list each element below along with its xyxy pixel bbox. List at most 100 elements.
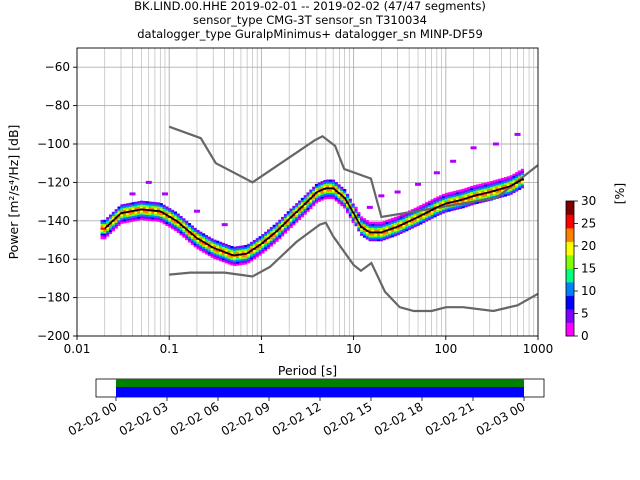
density-cell: [393, 218, 398, 221]
density-cell: [283, 215, 288, 219]
density-cell: [408, 212, 412, 215]
timeline-tick-label: 02-02 12: [270, 399, 324, 438]
density-cell: [312, 190, 316, 193]
density-cell: [252, 239, 257, 243]
x-tick-label: 1000: [523, 342, 554, 356]
density-cell: [117, 223, 121, 226]
density-cell: [492, 184, 496, 187]
density-cell: [207, 253, 211, 257]
density-cell: [362, 233, 367, 236]
density-cell: [100, 227, 104, 230]
density-cell: [159, 220, 163, 223]
density-cell: [314, 195, 319, 198]
density-cell: [176, 215, 180, 218]
density-cell: [300, 215, 304, 218]
x-tick-label: 1: [258, 342, 266, 356]
density-cell: [286, 220, 290, 224]
timeline-tick-label: 02-02 09: [219, 399, 273, 438]
density-cell: [382, 226, 386, 229]
density-cell: [140, 217, 144, 221]
density-cell: [351, 220, 355, 224]
density-cell: [281, 220, 285, 223]
density-cell: [111, 227, 115, 230]
density-cell: [467, 190, 471, 193]
density-cell: [159, 208, 163, 212]
density-cell: [235, 251, 240, 255]
density-cell: [382, 222, 386, 225]
density-cell: [103, 229, 107, 232]
density-cell: [199, 245, 203, 248]
density-cell: [498, 195, 502, 199]
colorbar-segment: [566, 225, 574, 229]
density-cell: [512, 173, 516, 176]
density-cell: [159, 205, 163, 208]
density-cell: [436, 200, 440, 203]
density-cell: [151, 217, 155, 220]
density-cell: [213, 243, 217, 246]
density-cell: [439, 208, 443, 211]
density-cell: [331, 196, 335, 200]
density-cell: [472, 188, 477, 192]
outlier-cell: [129, 192, 136, 196]
density-cell: [292, 217, 296, 220]
density-cell: [430, 216, 434, 219]
density-cell: [156, 206, 161, 209]
density-cell: [399, 229, 403, 232]
density-cell: [100, 223, 104, 226]
density-cell: [123, 217, 127, 220]
density-cell: [408, 223, 412, 227]
density-cell: [495, 194, 499, 198]
density-cell: [337, 184, 341, 187]
colorbar-segment: [566, 239, 574, 242]
density-cell: [360, 227, 364, 231]
density-cell: [512, 185, 516, 188]
density-cell: [424, 204, 429, 207]
density-cell: [258, 236, 262, 239]
density-cell: [123, 205, 127, 208]
density-cell: [495, 192, 499, 196]
density-cell: [343, 204, 347, 207]
density-cell: [230, 257, 234, 260]
density-cell: [221, 248, 225, 251]
timeline-tick-label: 02-02 00: [66, 399, 120, 438]
density-cell: [171, 209, 175, 213]
density-cell: [202, 237, 206, 240]
density-cell: [374, 227, 378, 230]
density-cell: [185, 230, 189, 233]
colorbar-segment: [566, 293, 574, 296]
density-cell: [269, 232, 273, 236]
density-cell: [216, 257, 220, 261]
density-cell: [320, 194, 324, 197]
density-cell: [472, 198, 477, 201]
density-cell: [286, 213, 290, 216]
density-cell: [472, 196, 477, 199]
density-cell: [106, 220, 110, 224]
density-cell: [495, 179, 499, 182]
density-cell: [312, 202, 316, 205]
density-cell: [244, 262, 248, 265]
density-cell: [202, 242, 206, 246]
density-cell: [269, 244, 273, 247]
density-cell: [512, 190, 516, 194]
density-cell: [320, 192, 324, 195]
density-cell: [512, 188, 516, 192]
density-cell: [162, 210, 166, 213]
density-cell: [216, 244, 220, 247]
density-cell: [464, 203, 468, 206]
colorbar-segment: [566, 297, 574, 301]
title-block: BK.LIND.00.HHE 2019-02-01 -- 2019-02-02 …: [134, 0, 486, 41]
density-cell: [489, 188, 493, 191]
density-cell: [444, 192, 448, 196]
density-cell: [503, 192, 508, 195]
density-cell: [272, 230, 276, 233]
density-cell: [501, 177, 505, 181]
colorbar-segment: [566, 241, 574, 245]
density-cell: [441, 195, 446, 199]
density-cell: [362, 235, 367, 238]
density-cell: [374, 225, 378, 228]
density-cell: [430, 212, 434, 215]
density-cell: [252, 253, 257, 256]
density-cell: [396, 233, 400, 236]
density-cell: [207, 252, 211, 255]
density-cell: [385, 231, 389, 234]
